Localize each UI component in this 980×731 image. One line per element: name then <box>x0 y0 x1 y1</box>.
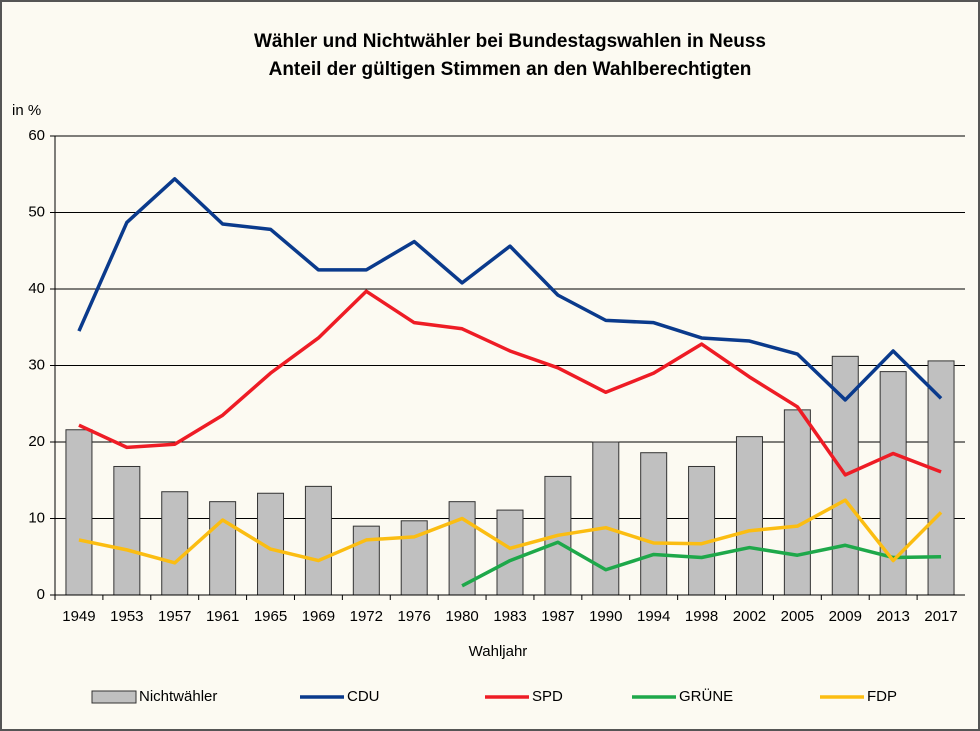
y-tick-label: 0 <box>37 586 45 603</box>
legend-label: CDU <box>347 688 380 705</box>
x-tick-label: 2013 <box>876 608 909 625</box>
y-tick-label: 20 <box>28 433 45 450</box>
y-tick-label: 10 <box>28 509 45 526</box>
bar <box>304 485 332 596</box>
x-tick-label: 1953 <box>110 608 143 625</box>
line <box>461 540 942 588</box>
x-tick-label: 1957 <box>158 608 191 625</box>
x-tick-label: 1980 <box>445 608 478 625</box>
bar <box>688 465 716 596</box>
bar <box>496 509 524 596</box>
y-axis-label: in % <box>12 102 41 119</box>
legend-label: FDP <box>867 688 897 705</box>
bar <box>640 452 668 596</box>
x-tick-label: 1976 <box>398 608 431 625</box>
legend-label: Nichtwähler <box>139 688 217 705</box>
chart-title: Wähler und Nichtwähler bei Bundestagswah… <box>254 31 766 52</box>
bar <box>161 491 189 596</box>
x-tick-label: 2009 <box>829 608 862 625</box>
bar <box>735 436 763 596</box>
x-tick-label: 1994 <box>637 608 670 625</box>
x-tick-label: 1998 <box>685 608 718 625</box>
x-tick-label: 2005 <box>781 608 814 625</box>
legend-label: GRÜNE <box>679 687 733 705</box>
line <box>78 498 943 565</box>
x-tick-label: 2002 <box>733 608 766 625</box>
chart-subtitle: Anteil der gültigen Stimmen an den Wahlb… <box>269 59 752 80</box>
x-tick-label: 1983 <box>493 608 526 625</box>
bar <box>65 429 93 596</box>
bar <box>783 409 811 596</box>
line <box>77 177 943 402</box>
y-tick-label: 30 <box>28 356 45 373</box>
x-tick-label: 1987 <box>541 608 574 625</box>
bar <box>209 501 237 596</box>
x-axis-label: Wahljahr <box>469 643 528 660</box>
x-tick-label: 1949 <box>62 608 95 625</box>
y-tick-label: 40 <box>28 280 45 297</box>
bar <box>592 441 620 596</box>
bar <box>113 465 141 596</box>
x-tick-label: 1972 <box>350 608 383 625</box>
y-tick-label: 60 <box>28 127 45 144</box>
x-tick-label: 1969 <box>302 608 335 625</box>
x-tick-label: 1961 <box>206 608 239 625</box>
x-tick-label: 1990 <box>589 608 622 625</box>
line <box>78 289 942 477</box>
x-tick-label: 2017 <box>924 608 957 625</box>
bar <box>352 525 380 596</box>
x-tick-label: 1965 <box>254 608 287 625</box>
legend-swatch <box>91 690 137 704</box>
legend-label: SPD <box>532 688 563 705</box>
y-tick-label: 50 <box>28 203 45 220</box>
